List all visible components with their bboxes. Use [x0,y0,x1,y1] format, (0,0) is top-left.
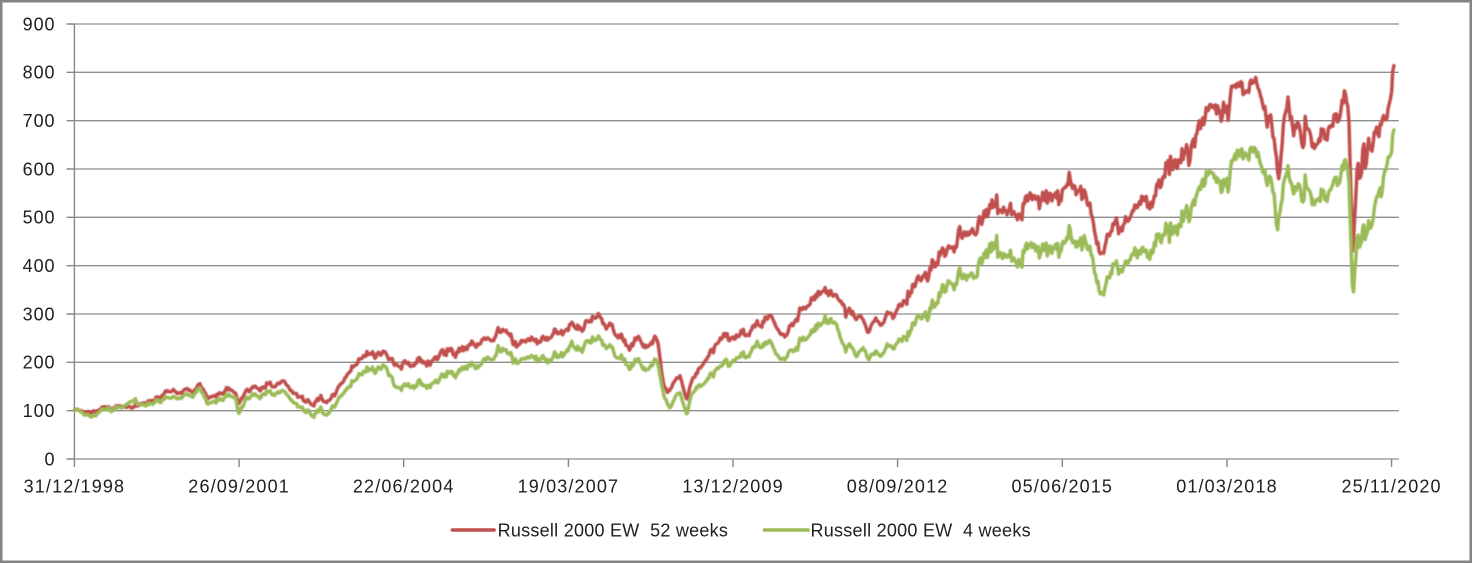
svg-text:01/03/2018: 01/03/2018 [1176,477,1278,497]
svg-text:600: 600 [23,159,56,179]
svg-text:700: 700 [23,111,56,131]
svg-text:13/12/2009: 13/12/2009 [682,477,784,497]
svg-text:Russell 2000 EW 4 weeks: Russell 2000 EW 4 weeks [811,521,1031,541]
svg-text:19/03/2007: 19/03/2007 [518,477,620,497]
svg-text:300: 300 [23,304,56,324]
svg-text:800: 800 [23,63,56,83]
svg-text:05/06/2015: 05/06/2015 [1012,477,1114,497]
svg-text:900: 900 [23,14,56,34]
svg-text:26/09/2001: 26/09/2001 [188,477,290,497]
svg-text:22/06/2004: 22/06/2004 [353,477,455,497]
svg-text:0: 0 [44,449,55,469]
svg-text:Russell 2000 EW 52 weeks: Russell 2000 EW 52 weeks [498,521,729,541]
svg-text:08/09/2012: 08/09/2012 [847,477,949,497]
svg-text:31/12/1998: 31/12/1998 [24,477,126,497]
svg-text:400: 400 [23,256,56,276]
svg-text:25/11/2020: 25/11/2020 [1341,477,1441,497]
svg-text:200: 200 [23,353,56,373]
svg-text:500: 500 [23,208,56,228]
svg-text:100: 100 [23,401,56,421]
